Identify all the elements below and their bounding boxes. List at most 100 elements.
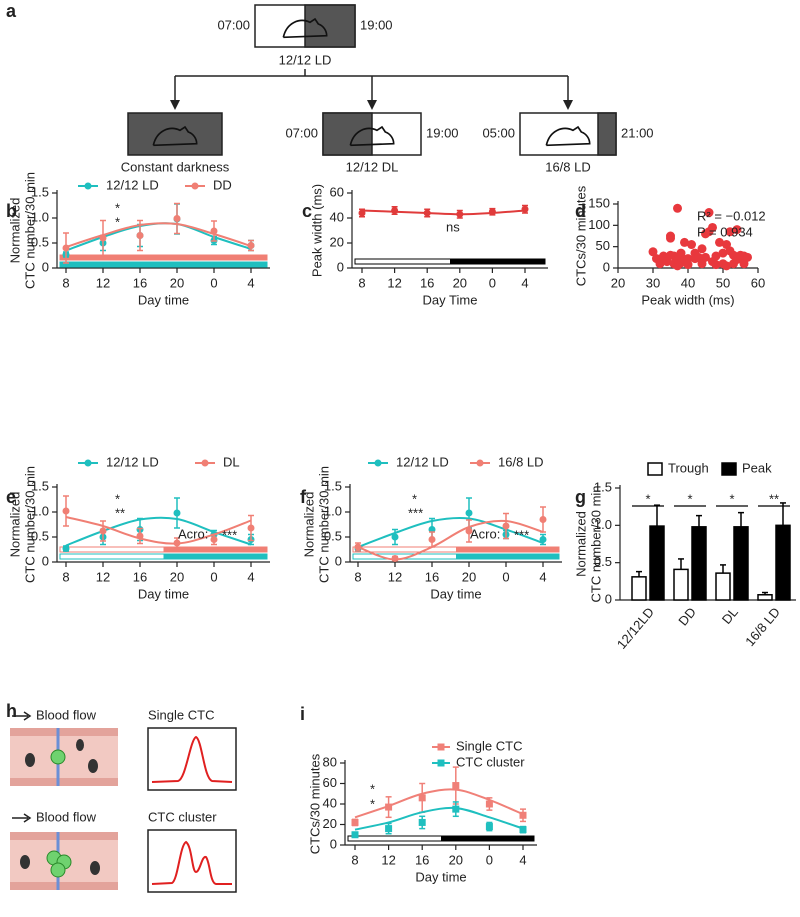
y-axis-label: Normalized (7, 492, 22, 558)
schedule-bar-dark (441, 836, 534, 841)
annotation: Acro: (470, 526, 500, 541)
point (385, 825, 393, 833)
point (62, 244, 70, 252)
x-tick-label: 0 (210, 569, 217, 584)
point (391, 533, 399, 541)
time-label: 19:00 (426, 125, 459, 140)
y-tick-label: 80 (323, 754, 337, 769)
point (391, 555, 399, 562)
x-tick-label: 4 (247, 275, 254, 290)
point (428, 536, 436, 543)
row-1: Blood flow Single CTC (10, 707, 237, 791)
legend-marker (374, 459, 382, 467)
point (683, 260, 693, 270)
point (385, 803, 393, 811)
legend-label: DD (213, 177, 232, 192)
x-tick-label: 12/12LD (614, 604, 657, 651)
x-tick-label: 20 (170, 569, 184, 584)
y-tick-label: 0.5 (324, 528, 342, 543)
time-label: 05:00 (482, 125, 515, 140)
x-tick-label: 4 (521, 275, 528, 290)
y-tick-label: 1.5 (31, 478, 49, 493)
y-tick-label: 150 (588, 195, 610, 210)
x-tick-label: 16 (420, 275, 434, 290)
legend-label: DL (223, 454, 240, 469)
row-2: Blood flow CTC cluster (10, 809, 237, 893)
branch-lines (174, 69, 569, 104)
y-tick-label: 50 (596, 238, 610, 253)
bar (649, 525, 665, 601)
point (519, 811, 527, 819)
annotation: ns (446, 219, 460, 234)
x-tick-label: 8 (62, 275, 69, 290)
panel-label: f (300, 487, 307, 507)
y-tick-label: 1.0 (594, 517, 612, 532)
point (354, 543, 362, 551)
legend-marker (84, 182, 92, 190)
point (418, 794, 426, 802)
point (452, 782, 460, 790)
panel-label: g (575, 487, 586, 507)
legend-marker (437, 759, 445, 767)
legend-label: Trough (668, 460, 709, 475)
fit-curve (65, 222, 252, 248)
time-label: 21:00 (621, 125, 654, 140)
legend-marker (437, 743, 445, 751)
fit-curve (361, 209, 526, 216)
point (485, 823, 493, 831)
panel-label: i (300, 704, 305, 724)
y-tick-label: 60 (330, 184, 344, 199)
y-tick-label: 0.5 (31, 234, 49, 249)
schedule-bar-dark (456, 554, 559, 559)
panel-label: c (302, 201, 312, 221)
x-tick-label: 0 (210, 275, 217, 290)
panel-label: h (6, 701, 17, 721)
schedule-label: 12/12 DL (346, 159, 399, 174)
bar (691, 526, 707, 601)
x-tick-label: 40 (681, 275, 695, 290)
significance: * (729, 491, 734, 506)
flow-arrow (12, 813, 32, 823)
x-axis-label: Day time (138, 586, 189, 601)
y-tick-label: 1.0 (324, 503, 342, 518)
point (711, 251, 721, 261)
schedule-label: 12/12 LD (279, 52, 332, 67)
y-tick-label: 0 (330, 836, 337, 851)
panel-label: b (6, 201, 17, 221)
x-tick-label: DL (719, 604, 741, 626)
x-axis-label: Day time (138, 292, 189, 307)
panel-label: e (6, 487, 16, 507)
y-axis-label: CTCs/30 minutes (573, 185, 588, 286)
annotation: * (115, 214, 120, 229)
point (722, 261, 731, 271)
blood-cell (76, 739, 84, 751)
y-tick-label: 0 (337, 259, 344, 274)
schedule-bar-dark (450, 259, 545, 264)
y-tick-label: 40 (330, 209, 344, 224)
bar (757, 594, 773, 601)
x-tick-label: 20 (170, 275, 184, 290)
legend-marker (84, 459, 92, 467)
x-tick-label: 50 (716, 275, 730, 290)
legend-label: Peak (742, 460, 772, 475)
y-axis-label: CTCs/30 minutes (307, 753, 322, 854)
annotation: Acro: (178, 526, 208, 541)
blood-cell (90, 861, 100, 875)
x-tick-label: 16 (415, 852, 429, 867)
y-tick-label: 1.0 (31, 209, 49, 224)
point (465, 509, 473, 517)
legend-label: 12/12 LD (106, 454, 159, 469)
flow-label: Blood flow (36, 707, 97, 722)
x-tick-label: 8 (351, 852, 358, 867)
point (539, 516, 547, 523)
panel-label: a (6, 1, 17, 21)
point (358, 209, 366, 217)
x-tick-label: 20 (449, 852, 463, 867)
x-tick-label: 4 (247, 569, 254, 584)
significance: ** (769, 491, 779, 506)
x-tick-label: 12 (387, 275, 401, 290)
y-tick-label: 20 (323, 816, 337, 831)
annotation: *** (222, 527, 237, 542)
point (173, 215, 181, 222)
